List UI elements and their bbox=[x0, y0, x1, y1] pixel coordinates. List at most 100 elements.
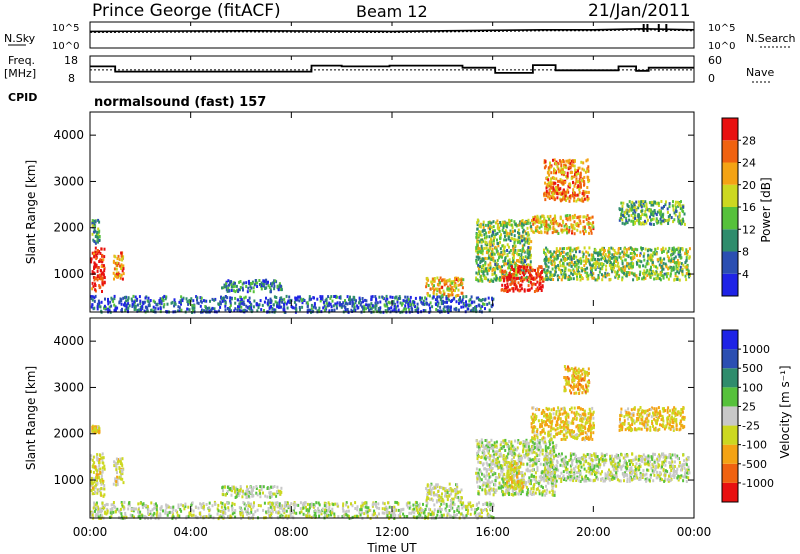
heat-cell bbox=[287, 514, 290, 518]
heat-cell bbox=[480, 299, 483, 302]
heat-cell bbox=[261, 303, 264, 307]
heat-cell bbox=[617, 248, 620, 252]
heat-cell bbox=[569, 257, 572, 261]
heat-cell bbox=[399, 301, 402, 305]
heat-cell bbox=[99, 481, 102, 485]
heat-cell bbox=[285, 514, 288, 518]
heat-cell bbox=[106, 509, 109, 513]
heat-cell bbox=[224, 503, 227, 507]
heat-cell bbox=[289, 514, 292, 517]
heat-cell bbox=[495, 261, 498, 265]
heat-cell bbox=[679, 253, 682, 257]
heat-cell bbox=[430, 497, 433, 501]
heat-cell bbox=[333, 512, 336, 516]
heat-cell bbox=[468, 299, 471, 303]
heat-cell bbox=[524, 276, 527, 280]
heat-cell bbox=[591, 258, 594, 262]
heat-cell bbox=[579, 221, 582, 225]
heat-cell bbox=[497, 228, 500, 231]
heat-cell bbox=[573, 213, 576, 217]
heat-cell bbox=[654, 271, 657, 275]
heat-cell bbox=[540, 271, 543, 275]
heat-cell bbox=[388, 307, 391, 311]
heat-cell bbox=[307, 509, 310, 513]
heat-cell bbox=[547, 195, 550, 199]
heat-cell bbox=[543, 216, 546, 220]
heat-cell bbox=[457, 276, 460, 280]
heat-cell bbox=[565, 166, 568, 170]
heat-cell bbox=[562, 261, 565, 265]
heat-cell bbox=[246, 299, 249, 303]
heat-cell bbox=[182, 296, 185, 300]
heat-cell bbox=[528, 237, 531, 241]
heat-cell bbox=[235, 284, 238, 288]
heat-cell bbox=[98, 458, 101, 461]
heat-cell bbox=[659, 278, 662, 282]
heat-cell bbox=[645, 270, 648, 274]
heat-cell bbox=[120, 298, 123, 302]
heat-cell bbox=[484, 297, 487, 301]
heat-cell bbox=[502, 249, 505, 253]
heat-cell bbox=[119, 460, 122, 464]
heat-cell bbox=[228, 306, 231, 310]
heat-cell bbox=[450, 289, 453, 293]
heat-cell bbox=[440, 294, 443, 298]
heat-cell bbox=[649, 208, 652, 212]
heat-cell bbox=[171, 300, 174, 304]
heat-cell bbox=[461, 282, 464, 286]
heat-cell bbox=[545, 258, 548, 262]
heat-cell bbox=[276, 490, 278, 494]
heat-cell bbox=[289, 301, 291, 305]
heat-cell bbox=[573, 184, 576, 188]
heat-cell bbox=[278, 303, 281, 307]
heat-cell bbox=[449, 309, 452, 313]
heat-cell bbox=[590, 268, 593, 272]
heat-cell bbox=[679, 247, 682, 251]
heat-cell bbox=[482, 270, 485, 274]
heat-cell bbox=[246, 290, 249, 294]
heat-cell bbox=[588, 253, 591, 257]
heat-cell bbox=[605, 273, 608, 277]
heat-cell bbox=[259, 283, 261, 286]
heat-cell bbox=[551, 252, 554, 256]
heat-cell bbox=[492, 256, 495, 260]
heat-cell bbox=[638, 216, 641, 220]
heat-cell bbox=[300, 510, 303, 514]
heat-cell bbox=[596, 278, 599, 282]
heat-cell bbox=[436, 483, 439, 487]
heat-cell bbox=[440, 513, 443, 517]
heat-cell bbox=[95, 468, 98, 472]
heat-cell bbox=[396, 300, 399, 304]
heat-cell bbox=[508, 272, 511, 275]
heat-cell bbox=[532, 230, 535, 234]
heat-cell bbox=[604, 271, 607, 275]
heat-cell bbox=[231, 501, 234, 505]
heat-cell bbox=[461, 286, 464, 290]
heat-cell bbox=[448, 289, 451, 293]
heat-cell bbox=[639, 270, 642, 274]
heat-cell bbox=[243, 296, 246, 300]
heat-cell bbox=[587, 190, 590, 194]
heat-cell bbox=[487, 248, 490, 252]
heat-cell bbox=[102, 264, 105, 268]
heat-cell bbox=[310, 504, 313, 508]
heat-cell bbox=[354, 308, 357, 312]
heat-cell bbox=[465, 505, 468, 509]
heat-cell bbox=[246, 485, 248, 489]
heat-cell bbox=[477, 240, 480, 244]
heat-cell bbox=[448, 287, 451, 291]
heat-cell bbox=[351, 304, 354, 308]
heat-cell bbox=[94, 426, 96, 430]
heat-cell bbox=[643, 269, 646, 273]
heat-cell bbox=[673, 256, 676, 260]
heat-cell bbox=[549, 180, 552, 184]
heat-cell bbox=[619, 247, 622, 250]
heat-cell bbox=[162, 509, 164, 513]
heat-cell bbox=[196, 298, 198, 302]
heat-cell bbox=[575, 247, 578, 250]
heat-cell bbox=[480, 270, 483, 274]
heat-cell bbox=[570, 271, 573, 275]
heat-cell bbox=[476, 243, 479, 246]
heat-cell bbox=[585, 215, 588, 219]
heat-cell bbox=[586, 169, 589, 173]
